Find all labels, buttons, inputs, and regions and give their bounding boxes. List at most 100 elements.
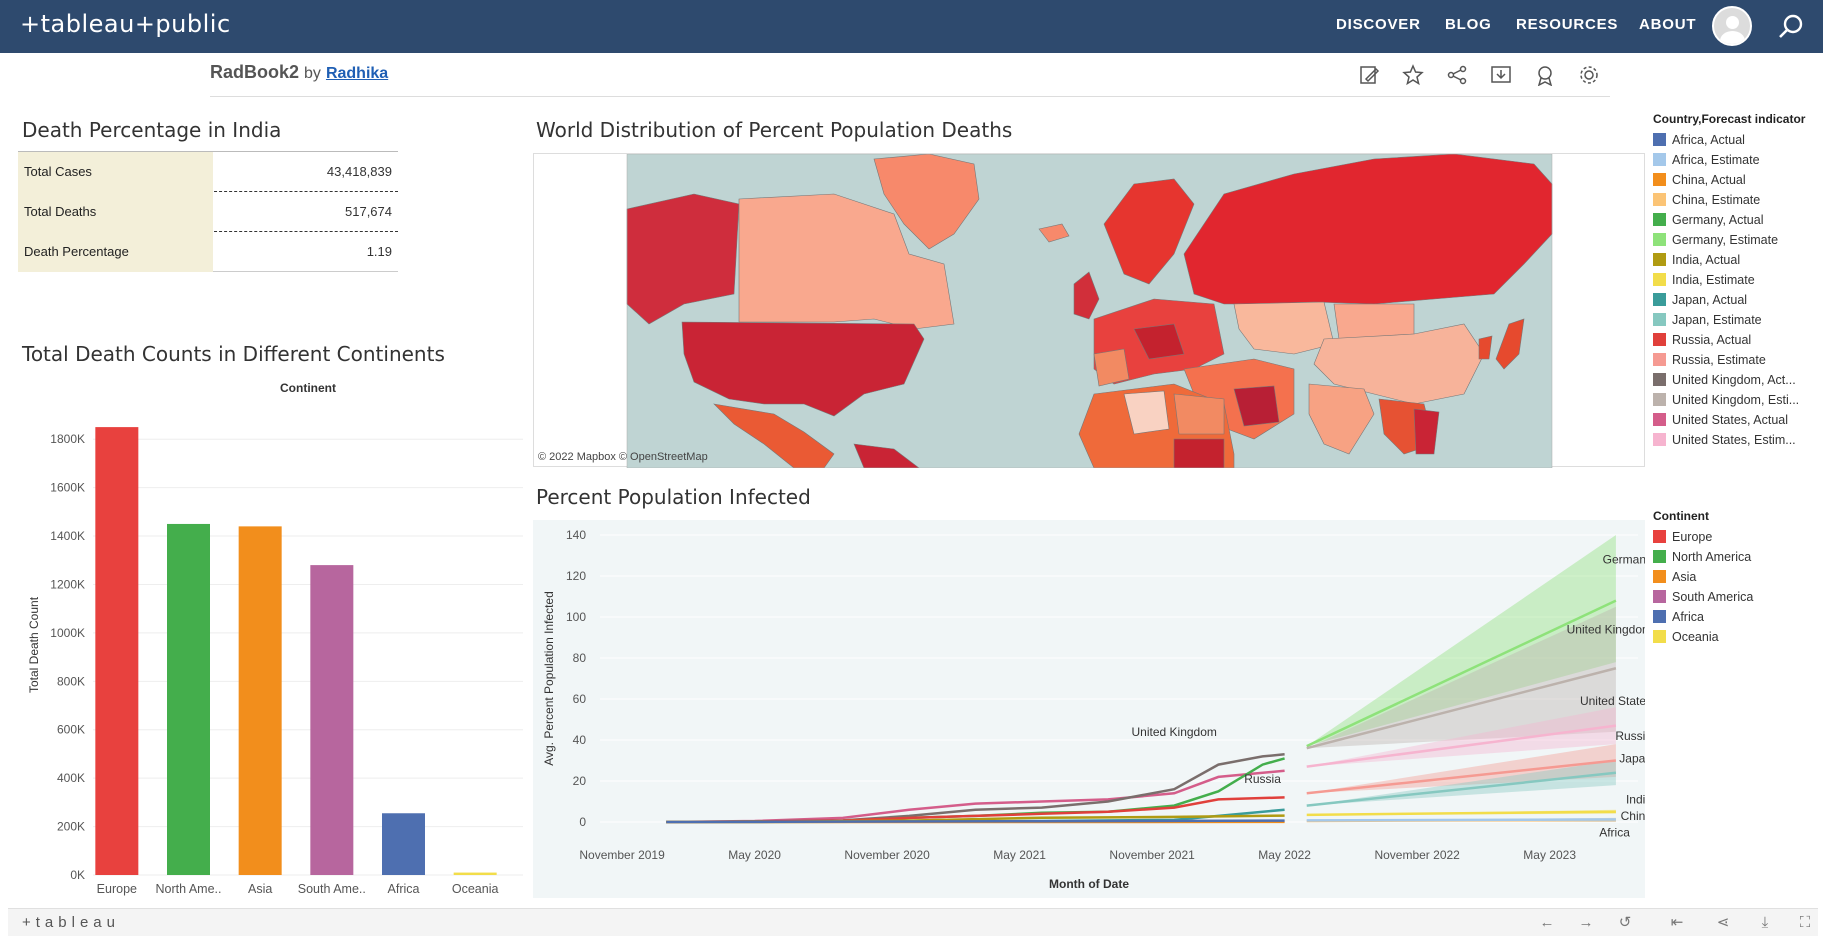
bar[interactable] xyxy=(453,872,497,875)
country-legend-item[interactable]: India, Estimate xyxy=(1653,270,1808,290)
redo-icon[interactable]: → xyxy=(1578,914,1594,931)
bar[interactable] xyxy=(382,813,425,875)
award-icon[interactable] xyxy=(1534,64,1556,86)
x-tick-label: November 2020 xyxy=(844,848,930,862)
undo-icon[interactable]: ← xyxy=(1539,914,1555,931)
download-footer-icon[interactable]: ⤓ xyxy=(1761,914,1769,931)
y-tick-label: 400K xyxy=(57,771,85,785)
tableau-footer-logo[interactable]: +tableau xyxy=(22,914,120,931)
share-icon[interactable] xyxy=(1446,64,1468,86)
legend-label: Germany, Actual xyxy=(1672,213,1764,227)
continent-legend-item[interactable]: Europe xyxy=(1653,527,1808,547)
country-legend-item[interactable]: Japan, Estimate xyxy=(1653,310,1808,330)
legend-swatch xyxy=(1653,193,1666,206)
continent-legend-item[interactable]: Asia xyxy=(1653,567,1808,587)
revert-all-icon[interactable]: ⇤ xyxy=(1670,914,1684,931)
legend-swatch xyxy=(1653,293,1666,306)
download-icon[interactable] xyxy=(1490,64,1512,86)
country-legend-item[interactable]: India, Actual xyxy=(1653,250,1808,270)
forecast-line[interactable] xyxy=(1306,810,1616,817)
forecast-line[interactable] xyxy=(1306,599,1617,748)
continent-legend-item[interactable]: Oceania xyxy=(1653,627,1808,647)
forecast-line[interactable] xyxy=(1306,759,1617,795)
legend-label: North America xyxy=(1672,550,1752,564)
fullscreen-icon[interactable]: ⛶ xyxy=(1799,914,1811,931)
forecast-line[interactable] xyxy=(1306,818,1616,822)
legend-swatch xyxy=(1653,413,1666,426)
nav-about[interactable]: ABOUT xyxy=(1639,16,1697,33)
legend-swatch xyxy=(1653,173,1666,186)
country-legend-item[interactable]: Russia, Estimate xyxy=(1653,350,1808,370)
series-label: Russia xyxy=(1244,772,1281,786)
workbook-header: RadBook2 by Radhika xyxy=(210,62,388,86)
legend-label: China, Estimate xyxy=(1672,193,1761,207)
nav-resources[interactable]: RESOURCES xyxy=(1516,16,1619,33)
legend-label: Europe xyxy=(1672,530,1713,544)
legend-swatch xyxy=(1653,313,1666,326)
search-icon[interactable] xyxy=(1778,14,1804,40)
country-legend-item[interactable]: United Kingdom, Act... xyxy=(1653,370,1808,390)
legend-label: Africa, Actual xyxy=(1672,133,1745,147)
y-tick-label: 800K xyxy=(57,674,85,688)
x-tick-label: Europe xyxy=(97,882,137,896)
country-legend-item[interactable]: Africa, Actual xyxy=(1653,130,1808,150)
x-tick-label: May 2020 xyxy=(728,848,781,862)
y-tick-label: 200K xyxy=(57,820,85,834)
y-tick-label: 1400K xyxy=(50,529,85,543)
nav-discover[interactable]: DISCOVER xyxy=(1336,16,1421,33)
x-tick-label: Africa xyxy=(388,882,420,896)
star-icon[interactable] xyxy=(1402,64,1424,86)
settings-gear-icon[interactable] xyxy=(1578,64,1600,86)
country-legend-item[interactable]: United States, Actual xyxy=(1653,410,1808,430)
country-legend-item[interactable]: United States, Estim... xyxy=(1653,430,1808,450)
legend-label: United States, Actual xyxy=(1672,413,1789,427)
legend-swatch xyxy=(1653,570,1666,583)
world-map[interactable] xyxy=(534,154,1646,468)
legend-title: Continent xyxy=(1653,509,1709,523)
bar[interactable] xyxy=(238,526,282,875)
forecast-line[interactable] xyxy=(1306,724,1617,768)
map-attribution[interactable]: © 2022 Mapbox © OpenStreetMap xyxy=(538,451,708,463)
legend-swatch xyxy=(1653,530,1666,543)
y-axis-label: Avg. Percent Population Infected xyxy=(542,591,556,766)
y-tick-label: 140 xyxy=(566,528,586,542)
series-label: United Kingdom xyxy=(1132,725,1217,739)
country-legend-item[interactable]: China, Estimate xyxy=(1653,190,1808,210)
legend-swatch xyxy=(1653,550,1666,563)
map-panel[interactable]: © 2022 Mapbox © OpenStreetMap xyxy=(533,153,1646,468)
country-legend-item[interactable]: Japan, Actual xyxy=(1653,290,1808,310)
bar[interactable] xyxy=(167,523,210,875)
continent-legend-item[interactable]: Africa xyxy=(1653,607,1808,627)
country-forecast-legend: Country,Forecast indicator Africa, Actua… xyxy=(1653,112,1808,450)
avatar[interactable] xyxy=(1712,6,1752,46)
country-legend-item[interactable]: Germany, Estimate xyxy=(1653,230,1808,250)
kpi-title: Death Percentage in India xyxy=(22,118,282,142)
continent-legend-item[interactable]: South America xyxy=(1653,587,1808,607)
country-legend-item[interactable]: Germany, Actual xyxy=(1653,210,1808,230)
legend-label: India, Actual xyxy=(1672,253,1741,267)
tableau-public-logo[interactable]: +tableau+public xyxy=(20,10,231,38)
bar[interactable] xyxy=(95,427,139,875)
author-link[interactable]: Radhika xyxy=(325,65,389,82)
legend-swatch xyxy=(1653,273,1666,286)
continent-legend-item[interactable]: North America xyxy=(1653,547,1808,567)
forecast-line[interactable] xyxy=(1306,667,1617,750)
share-footer-icon[interactable]: ⋖ xyxy=(1716,914,1730,931)
x-tick-label: May 2022 xyxy=(1258,848,1311,862)
country-legend-item[interactable]: China, Actual xyxy=(1653,170,1808,190)
legend-label: South America xyxy=(1672,590,1754,604)
nav-blog[interactable]: BLOG xyxy=(1445,16,1492,33)
country-legend-item[interactable]: Africa, Estimate xyxy=(1653,150,1808,170)
forecast-line[interactable] xyxy=(1306,771,1617,807)
kpi-value: 1.19 xyxy=(366,244,392,259)
country-legend-item[interactable]: Russia, Actual xyxy=(1653,330,1808,350)
y-axis-label: Total Death Count xyxy=(27,596,41,693)
edit-icon[interactable] xyxy=(1358,64,1380,86)
x-tick-label: November 2019 xyxy=(579,848,665,862)
country-legend-item[interactable]: United Kingdom, Esti... xyxy=(1653,390,1808,410)
legend-label: Russia, Actual xyxy=(1672,333,1752,347)
bar[interactable] xyxy=(310,565,354,875)
series-line[interactable] xyxy=(666,769,1285,824)
series-line[interactable] xyxy=(666,819,1285,824)
revert-icon[interactable]: ↺ xyxy=(1618,914,1632,931)
